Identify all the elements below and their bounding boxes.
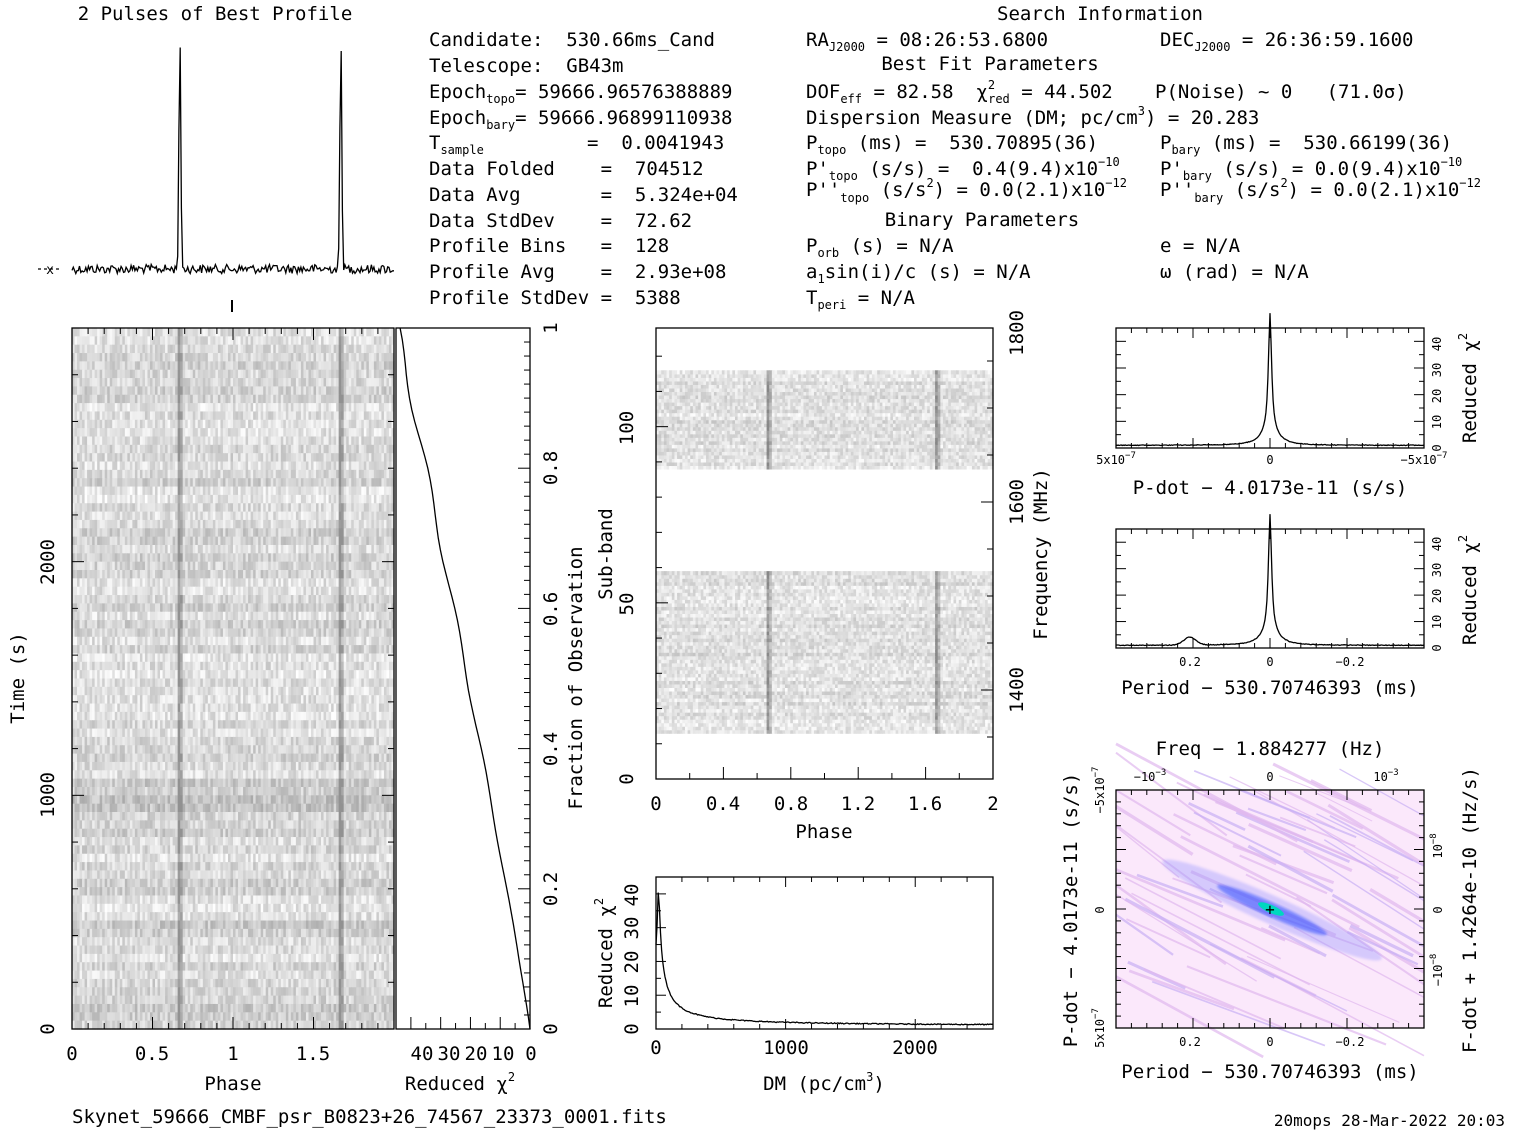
binary-heading: Binary Parameters xyxy=(885,209,1079,231)
search-info: RAJ2000 = 08:26:53.6800 DECJ2000 = 26:36… xyxy=(806,29,1481,312)
profile-avg-line: Profile Avg = 2.93e+08 xyxy=(429,261,726,283)
profile-bins-line: Profile Bins = 128 xyxy=(429,235,669,257)
dec-line: DECJ2000 = 26:36:59.1600 xyxy=(1160,29,1413,54)
profile-error-mark: x xyxy=(46,263,54,278)
tperi-line: Tperi = N/A xyxy=(806,287,916,312)
best-fit-heading: Best Fit Parameters xyxy=(881,53,1098,75)
pddot-bary-value: (s/s xyxy=(1223,179,1280,201)
pbary-line: Pbary (ms) = 530.66199(36) xyxy=(1160,132,1452,157)
ra-sub: J2000 xyxy=(829,40,865,54)
pddot-topo-sup: 2 xyxy=(926,176,933,190)
ra-label: RA xyxy=(806,29,829,51)
omega-line: ω (rad) = N/A xyxy=(1160,261,1309,283)
porb-sub: orb xyxy=(817,246,839,260)
epoch-topo-sub: topo xyxy=(486,92,515,106)
dof-value: = 82.58 xyxy=(862,81,976,103)
profile-title: 2 Pulses of Best Profile xyxy=(78,3,353,25)
profile-stddev-line: Profile StdDev = 5388 xyxy=(429,287,681,309)
dm-label: Dispersion Measure (DM; pc/cm xyxy=(806,107,1138,129)
pddot-bary-sup: 2 xyxy=(1280,176,1287,190)
pddot-bary-value2: ) = 0.0(2.1)x10 xyxy=(1288,179,1460,201)
dof-label: DOF xyxy=(806,81,840,103)
porb-value: (s) = N/A xyxy=(839,235,954,257)
epoch-bary-line: Epochbary= 59666.96899110938 xyxy=(429,107,732,132)
dm-value: ) = 20.283 xyxy=(1145,107,1259,129)
pbary-label: P xyxy=(1160,132,1171,154)
porb-line: Porb (s) = N/A xyxy=(806,235,954,260)
pddot-bary-exp: −12 xyxy=(1459,176,1481,190)
pddot-topo-value2: ) = 0.0(2.1)x10 xyxy=(934,179,1106,201)
pdot-bary-exp: −10 xyxy=(1441,155,1463,169)
porb-label: P xyxy=(806,235,817,257)
pddot-bary-sub: bary xyxy=(1194,191,1223,205)
time-phase-image xyxy=(72,328,395,1030)
tsample-label: T xyxy=(429,132,440,154)
chi-value: = 44.502 xyxy=(1010,81,1113,103)
ecc-line: e = N/A xyxy=(1160,235,1241,257)
tperi-value: = N/A xyxy=(846,287,915,309)
data-avg-line: Data Avg = 5.324e+04 xyxy=(429,184,738,206)
dec-sub: J2000 xyxy=(1194,40,1230,54)
epoch-bary-value: = 59666.96899110938 xyxy=(515,107,732,129)
dof-sub: eff xyxy=(840,92,862,106)
tsample-sub: sample xyxy=(440,143,483,157)
a1-label: a xyxy=(806,261,817,283)
dm-sup: 3 xyxy=(1138,104,1145,118)
tperi-label: T xyxy=(806,287,817,309)
pdot-bary-label: P' xyxy=(1160,158,1183,180)
dec-value: = 26:36:59.1600 xyxy=(1230,29,1413,51)
epoch-topo-line: Epochtopo= 59666.96576388889 xyxy=(429,81,732,106)
tperi-sub: peri xyxy=(817,298,846,312)
profile-line xyxy=(72,48,394,274)
epoch-topo-value: = 59666.96576388889 xyxy=(515,81,732,103)
epoch-topo-label: Epoch xyxy=(429,81,486,103)
epoch-bary-label: Epoch xyxy=(429,107,486,129)
tsample-value: = 0.0041943 xyxy=(587,132,724,154)
ra-value: = 08:26:53.6800 xyxy=(865,29,1048,51)
ptopo-sub: topo xyxy=(817,143,846,157)
search-title: Search Information xyxy=(997,3,1203,25)
ptopo-line: Ptopo (ms) = 530.70895(36) xyxy=(806,132,1098,157)
pddot-topo-value: (s/s xyxy=(869,179,926,201)
chi-sub: red xyxy=(988,92,1010,106)
a1-value: sin(i)/c (s) = N/A xyxy=(825,261,1031,283)
pdot-bary-value: (s/s) = 0.0(9.4)x10 xyxy=(1212,158,1441,180)
pddot-topo-label: P'' xyxy=(806,179,840,201)
data-folded-line: Data Folded = 704512 xyxy=(429,158,704,180)
profile-plot: x xyxy=(38,48,394,313)
dof-chi-line: DOFeff = 82.58 χ2 red = 44.502 xyxy=(806,78,1113,106)
telescope-line: Telescope: GB43m xyxy=(429,55,623,77)
pdot-topo-label: P' xyxy=(806,158,829,180)
epoch-bary-sub: bary xyxy=(486,118,515,132)
pddot-topo-exp: −12 xyxy=(1105,176,1127,190)
ptopo-label: P xyxy=(806,132,817,154)
ptopo-value: (ms) = 530.70895(36) xyxy=(846,132,1098,154)
pbary-value: (ms) = 530.66199(36) xyxy=(1200,132,1452,154)
pddot-bary-label: P'' xyxy=(1160,179,1194,201)
chi-label: χ xyxy=(976,81,987,103)
noise-line: P(Noise) ~ 0 (71.0σ) xyxy=(1155,81,1407,103)
candidate-info: Candidate: 530.66ms_Cand Telescope: GB43… xyxy=(429,29,738,309)
pdot-topo-exp: −10 xyxy=(1098,155,1120,169)
time-phase-plot: 0 0.5 1 1.5 Phase 0 1000 2000 Time (s) xyxy=(7,328,395,1095)
a1-line: a1sin(i)/c (s) = N/A xyxy=(806,261,1031,286)
dm-line: Dispersion Measure (DM; pc/cm3) = 20.283 xyxy=(806,104,1259,129)
a1-sub: 1 xyxy=(817,272,824,286)
prepfold-figure: 2 Pulses of Best Profile Search Informat… xyxy=(0,0,1517,1133)
pbary-sub: bary xyxy=(1171,143,1200,157)
dec-label: DEC xyxy=(1160,29,1194,51)
chi-sup: 2 xyxy=(988,78,995,92)
tsample-line: Tsample xyxy=(429,132,484,157)
candidate-line: Candidate: 530.66ms_Cand xyxy=(429,29,715,51)
pddot-topo-sub: topo xyxy=(840,191,869,205)
data-stddev-line: Data StdDev = 72.62 xyxy=(429,210,692,232)
ra-line: RAJ2000 = 08:26:53.6800 xyxy=(806,29,1048,54)
pdot-topo-value: (s/s) = 0.4(9.4)x10 xyxy=(858,158,1098,180)
